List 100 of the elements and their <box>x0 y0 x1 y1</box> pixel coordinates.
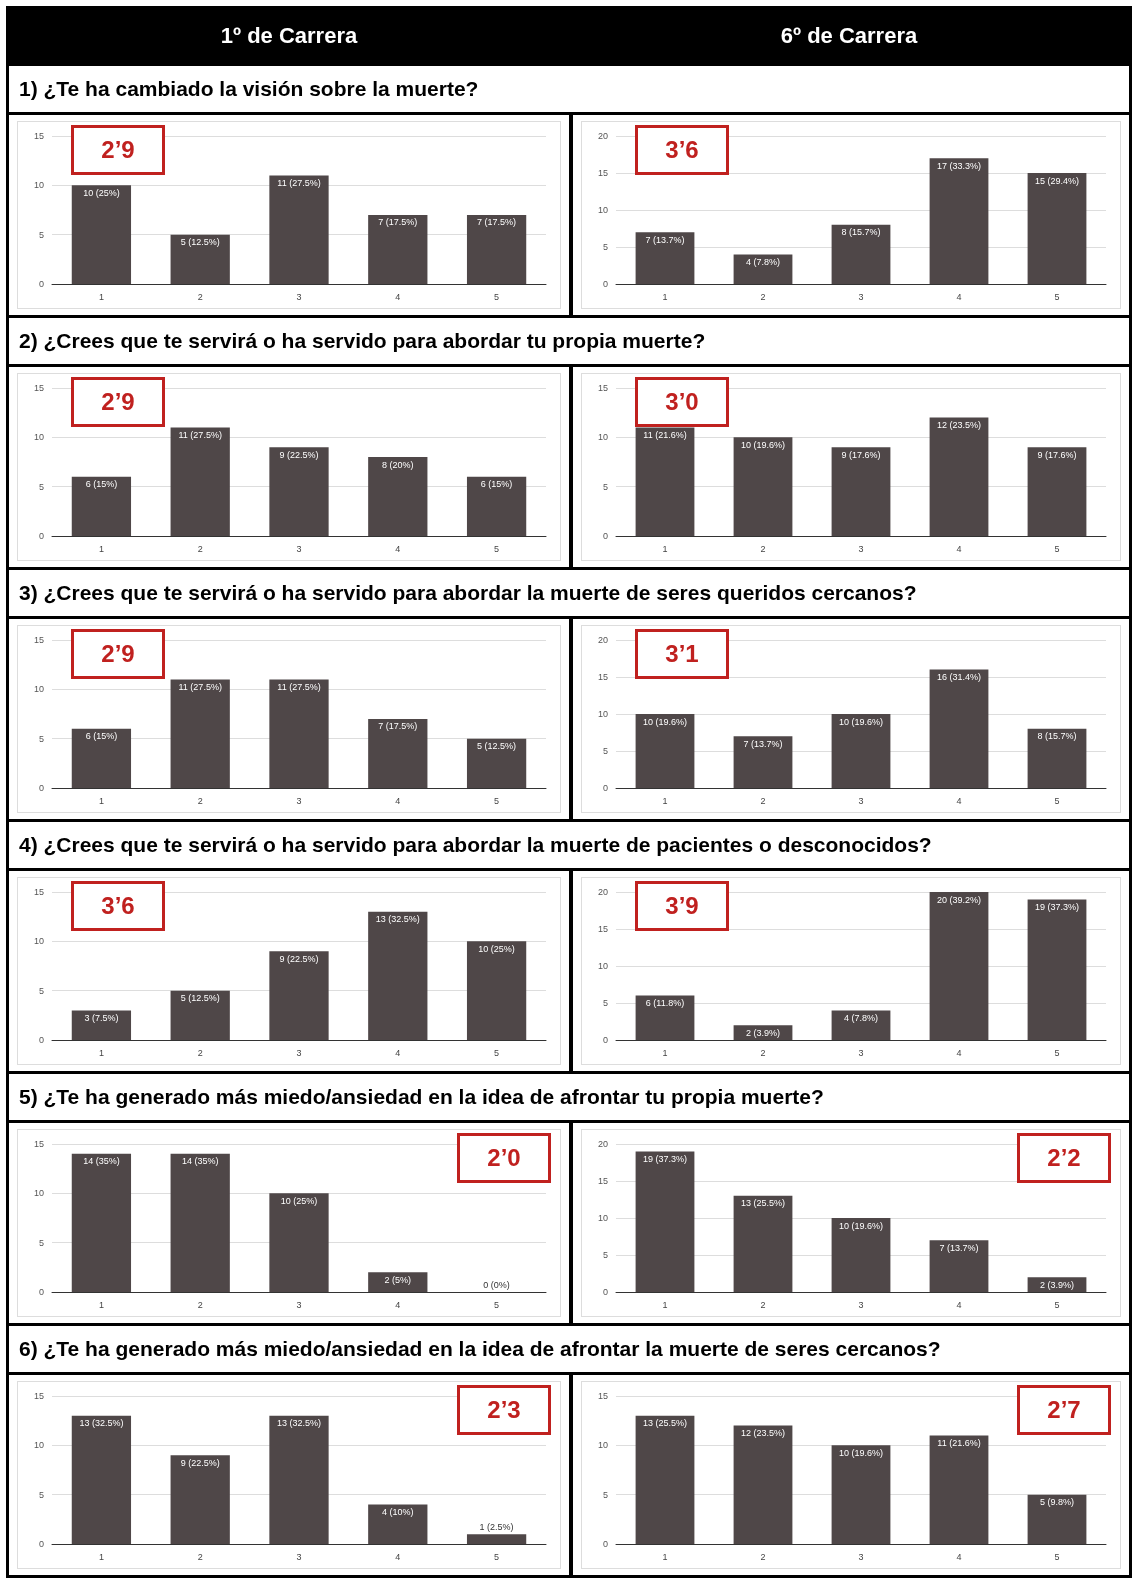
x-tick-label: 5 <box>1054 1551 1060 1562</box>
bar <box>929 669 989 788</box>
data-label: 11 (21.6%) <box>937 1437 981 1448</box>
data-label: 1 (2.5%) <box>479 1521 514 1532</box>
x-tick-label: 3 <box>296 1551 302 1562</box>
bar <box>1027 728 1087 788</box>
x-tick-label: 2 <box>197 795 203 806</box>
y-tick-label: 10 <box>597 709 608 719</box>
data-label: 10 (19.6%) <box>838 716 884 727</box>
data-label: 7 (13.7%) <box>645 234 685 245</box>
data-label: 15 (29.4%) <box>1034 175 1080 186</box>
y-tick-label: 15 <box>597 1391 608 1401</box>
x-tick-label: 4 <box>395 1047 401 1058</box>
x-tick-label: 5 <box>494 1299 500 1310</box>
chart-subtitle: 5) ¿Te ha generado más miedo/ansiedad en la idea de afrontar tu propia muerte? <box>9 1071 1129 1123</box>
x-tick-label: 1 <box>662 795 668 806</box>
y-tick-label: 0 <box>602 279 608 289</box>
data-label: 12 (23.5%) <box>740 1428 786 1439</box>
bar <box>929 1240 989 1292</box>
y-tick-label: 20 <box>597 131 608 141</box>
x-tick-label: 4 <box>395 795 401 806</box>
y-tick-label: 5 <box>602 746 608 756</box>
data-label: 2 (3.9%) <box>1039 1279 1075 1290</box>
x-tick-label: 4 <box>956 291 962 302</box>
data-label: 2 (3.9%) <box>745 1027 781 1038</box>
x-tick-label: 2 <box>197 1047 203 1058</box>
y-tick-label: 15 <box>33 131 44 141</box>
data-label: 6 (15%) <box>85 731 118 742</box>
bar <box>269 951 329 1040</box>
bar <box>71 1153 132 1292</box>
x-tick-label: 5 <box>1054 1047 1060 1058</box>
x-tick-label: 2 <box>760 1299 766 1310</box>
annotation: 2’9 <box>71 125 165 175</box>
data-label: 2 (5%) <box>384 1274 412 1285</box>
bar <box>1027 899 1087 1040</box>
y-tick-label: 5 <box>602 998 608 1008</box>
data-label: 10 (19.6%) <box>838 1447 884 1458</box>
y-tick-label: 10 <box>597 205 608 215</box>
bar <box>635 995 695 1040</box>
data-label: 16 (31.4%) <box>936 672 982 683</box>
data-label: 7 (13.7%) <box>939 1242 979 1253</box>
y-tick-label: 0 <box>602 1035 608 1045</box>
x-tick-label: 1 <box>662 1047 668 1058</box>
data-label: 11 (21.6%) <box>643 429 687 440</box>
y-tick-label: 15 <box>597 672 608 682</box>
x-tick-label: 5 <box>1054 1299 1060 1310</box>
y-tick-label: 20 <box>597 635 608 645</box>
x-tick-label: 2 <box>197 291 203 302</box>
y-tick-label: 0 <box>38 279 44 289</box>
x-tick-label: 2 <box>760 543 766 554</box>
y-tick-label: 15 <box>33 635 44 645</box>
data-label: 5 (12.5%) <box>180 993 220 1004</box>
bar <box>269 679 329 788</box>
x-tick-label: 1 <box>98 1299 104 1310</box>
annotation: 3’6 <box>635 125 729 175</box>
data-label: 9 (17.6%) <box>1037 449 1077 460</box>
bar <box>269 1415 329 1544</box>
bar <box>170 990 230 1040</box>
y-tick-label: 10 <box>33 684 44 695</box>
bar <box>466 214 527 284</box>
y-tick-label: 5 <box>38 1237 44 1248</box>
x-tick-label: 3 <box>858 1551 864 1562</box>
x-tick-label: 1 <box>98 1047 104 1058</box>
y-tick-label: 5 <box>602 1250 608 1260</box>
chart-subtitle: 4) ¿Crees que te servirá o ha servido para abordar la muerte de pacientes o desconocidos? <box>9 819 1129 871</box>
data-label: 17 (33.3%) <box>936 160 982 171</box>
y-tick-label: 0 <box>602 783 608 793</box>
annotation: 2’3 <box>457 1385 551 1435</box>
x-tick-label: 5 <box>1054 795 1060 806</box>
annotation: 2’7 <box>1017 1385 1111 1435</box>
annotation: 3’0 <box>635 377 729 427</box>
bar <box>368 1504 428 1544</box>
data-label: 6 (15%) <box>85 479 118 490</box>
x-tick-label: 3 <box>296 795 302 806</box>
bar <box>71 1415 132 1544</box>
y-tick-label: 0 <box>38 1539 44 1549</box>
x-tick-label: 5 <box>494 543 500 554</box>
bar <box>466 476 527 536</box>
chart-title: 6º de Carrera <box>779 22 919 50</box>
y-tick-label: 15 <box>597 383 608 393</box>
annotation: 2’9 <box>71 629 165 679</box>
annotation: 3’6 <box>71 881 165 931</box>
bar <box>368 911 428 1040</box>
bar <box>170 679 230 788</box>
x-tick-label: 2 <box>197 1551 203 1562</box>
x-tick-label: 4 <box>395 543 401 554</box>
x-tick-label: 3 <box>858 543 864 554</box>
x-tick-label: 3 <box>296 1299 302 1310</box>
x-tick-label: 4 <box>395 291 401 302</box>
x-tick-label: 5 <box>494 291 500 302</box>
bar <box>1027 1494 1087 1544</box>
bar <box>269 1193 329 1292</box>
annotation: 2’2 <box>1017 1133 1111 1183</box>
data-label: 19 (37.3%) <box>642 1153 688 1164</box>
bar <box>1027 447 1087 536</box>
data-label: 5 (12.5%) <box>180 237 220 248</box>
x-tick-label: 3 <box>296 543 302 554</box>
y-tick-label: 15 <box>33 1391 44 1401</box>
x-tick-label: 2 <box>197 543 203 554</box>
y-tick-label: 10 <box>33 180 44 191</box>
